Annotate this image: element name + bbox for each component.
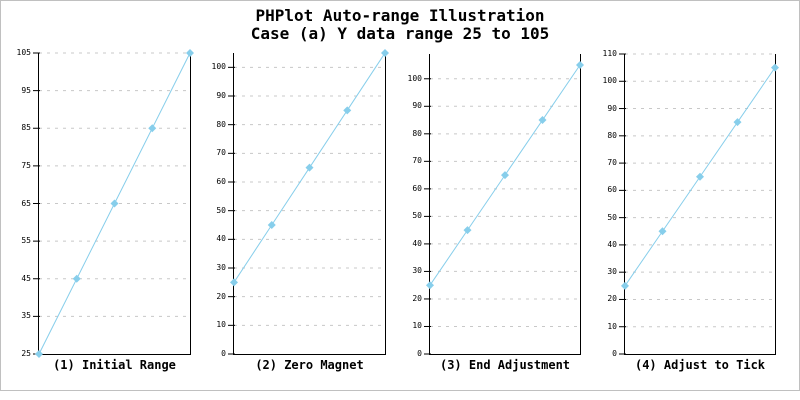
y-axis-tick-label: 80	[412, 128, 422, 138]
subplot-plot-layer	[619, 53, 779, 355]
data-point-marker	[267, 221, 276, 229]
y-axis-tick-label: 90	[216, 91, 226, 100]
data-point-marker	[110, 199, 119, 208]
y-axis-tick-label: 80	[607, 130, 617, 140]
data-point-marker	[230, 278, 238, 287]
y-axis-tick-label: 20	[216, 291, 226, 301]
chart-title-line1: PHPlot Auto-range Illustration	[255, 6, 545, 25]
y-axis-tick-label: 30	[216, 263, 226, 272]
data-point-marker	[733, 118, 742, 127]
y-axis-tick-label: 50	[216, 205, 226, 215]
y-axis-tick-label: 90	[607, 103, 617, 113]
y-axis-tick-label: 40	[412, 238, 422, 248]
y-axis-tick-label: 0	[612, 349, 617, 358]
y-axis-tick-label: 100	[407, 73, 422, 83]
y-axis-tick-label: 20	[607, 294, 617, 304]
data-point-marker	[426, 281, 434, 290]
y-axis-tick-label: 70	[607, 158, 617, 168]
data-point-marker	[771, 63, 779, 72]
y-axis-tick-label: 75	[21, 160, 31, 170]
subplot-xlabel: (4) Adjust to Tick	[634, 358, 766, 372]
y-axis-tick-label: 20	[412, 293, 422, 303]
subplot-1: 25 35 45 55 65 75 85 95 105 (1) Initial Range	[17, 49, 194, 372]
data-point-marker	[501, 171, 509, 180]
y-axis-tick-label: 100	[602, 76, 617, 86]
y-axis-tick-label: 35	[21, 311, 31, 321]
y-axis-tick-label: 90	[412, 101, 422, 111]
y-axis-tick-label: 60	[216, 177, 226, 186]
data-point-marker	[576, 61, 584, 70]
y-axis-tick-label: 70	[412, 156, 422, 166]
data-point-marker	[35, 350, 43, 358]
y-axis-tick-label: 60	[412, 183, 422, 193]
data-point-marker	[538, 116, 547, 125]
chart-title: PHPlot Auto-range Illustration Case (a) …	[0, 7, 800, 43]
y-axis-tick-label: 10	[216, 320, 226, 330]
y-axis-tick-label: 80	[216, 119, 226, 129]
data-point-marker	[72, 274, 81, 283]
y-axis-tick-label: 30	[412, 266, 422, 276]
subplot-xlabel: (2) Zero Magnet	[255, 358, 364, 372]
data-point-marker	[305, 163, 314, 172]
subplot-xlabel: (3) End Adjustment	[439, 358, 571, 372]
y-axis-tick-label: 50	[412, 211, 422, 221]
y-axis-tick-label: 105	[16, 48, 31, 57]
data-point-marker	[658, 227, 667, 236]
y-axis-tick-label: 95	[21, 85, 31, 95]
chart-title-line2: Case (a) Y data range 25 to 105	[250, 24, 550, 43]
y-axis-tick-label: 65	[21, 198, 31, 208]
y-axis-tick-label: 0	[417, 349, 422, 358]
data-point-marker	[186, 49, 194, 57]
data-point-marker	[621, 281, 629, 290]
y-axis-tick-label: 70	[216, 148, 226, 158]
data-point-marker	[343, 106, 352, 115]
y-axis-tick-label: 10	[607, 321, 617, 331]
y-axis-tick-label: 0	[221, 349, 226, 358]
subplot-xlabel: (1) Initial Range	[53, 358, 176, 372]
y-axis-tick-label: 25	[21, 349, 31, 358]
y-axis-tick-label: 10	[412, 321, 422, 331]
y-axis-tick-label: 30	[607, 267, 617, 277]
data-point-marker	[381, 49, 389, 57]
y-axis-tick-label: 110	[602, 49, 617, 58]
y-axis-tick-label: 45	[21, 273, 31, 283]
y-axis-tick-label: 50	[607, 212, 617, 222]
y-axis-tick-label: 85	[21, 123, 31, 133]
data-point-marker	[148, 124, 157, 133]
subplot-3: 0 10 20 30 40 50 60 70 80 90 100 (3) End Adjustment	[408, 54, 584, 372]
subplot-4: 0 10 20 30 40 50 60 70 80 90 100 110 (4) Adjust to T…	[603, 50, 779, 372]
y-axis-tick-label: 60	[607, 185, 617, 195]
subplot-plot-layer	[228, 49, 389, 355]
data-point-marker	[463, 226, 472, 235]
subplot-2: 0 10 20 30 40 50 60 70 80 90 100 (2) Zero Magnet	[212, 49, 389, 372]
subplot-plot-layer	[424, 61, 584, 355]
y-axis-tick-label: 40	[607, 239, 617, 249]
subplot-plot-layer	[33, 49, 194, 358]
y-axis-tick-label: 100	[211, 62, 226, 72]
y-axis-tick-label: 40	[216, 234, 226, 244]
y-axis-tick-label: 55	[21, 236, 31, 246]
data-point-marker	[696, 172, 704, 181]
